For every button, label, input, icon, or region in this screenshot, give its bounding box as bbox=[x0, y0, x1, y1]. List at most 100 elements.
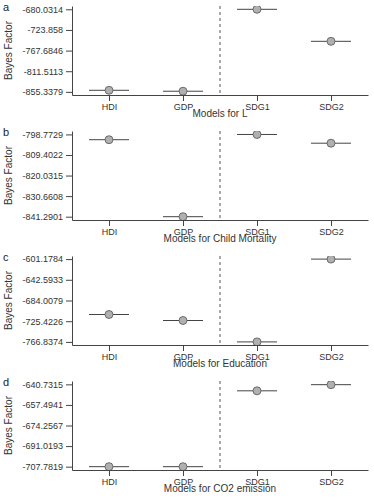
y-tick-mark bbox=[66, 92, 72, 93]
y-tick: -723.858 bbox=[27, 25, 72, 35]
x-tick-label: SDG2 bbox=[319, 227, 344, 237]
figure: -855.3379-811.5113-767.6846-723.858-680.… bbox=[0, 0, 374, 500]
x-axis-line bbox=[73, 95, 369, 96]
y-tick: -680.0314 bbox=[22, 5, 72, 15]
x-tick-mark bbox=[183, 95, 184, 101]
y-tick: -707.7819 bbox=[22, 462, 72, 472]
y-tick-label: -811.5113 bbox=[24, 67, 63, 77]
x-axis-line bbox=[73, 470, 369, 471]
point bbox=[105, 86, 113, 94]
x-tick-mark bbox=[257, 220, 258, 226]
panel: -766.8374 -725.4226 -684.0079 -642.5933 -601… bbox=[3, 251, 369, 369]
point bbox=[253, 6, 261, 13]
panel-label: c bbox=[3, 251, 9, 263]
y-tick-label: -723.858 bbox=[27, 25, 63, 35]
y-tick-mark bbox=[66, 405, 72, 406]
point bbox=[253, 338, 261, 345]
x-tick-mark bbox=[331, 345, 332, 351]
point bbox=[105, 463, 113, 470]
y-tick: -820.0315 bbox=[22, 171, 72, 181]
x-tick-label: SDG2 bbox=[319, 352, 344, 362]
y-tick: -841.2901 bbox=[22, 212, 72, 222]
y-tick-label: -601.1784 bbox=[22, 254, 63, 264]
y-tick: -725.4226 bbox=[22, 317, 72, 327]
point bbox=[105, 311, 113, 319]
y-axis-title: Bayes Factor bbox=[3, 270, 14, 330]
y-tick-label: -684.0079 bbox=[22, 296, 63, 306]
panel-label: b bbox=[3, 126, 9, 138]
y-tick-label: -642.5933 bbox=[22, 275, 63, 285]
panel: -841.2901 -830.6608 -820.0315 -809.4022 -798… bbox=[3, 126, 369, 244]
y-tick-mark bbox=[66, 301, 72, 302]
y-tick-mark bbox=[66, 426, 72, 427]
y-tick-label: -798.7729 bbox=[22, 130, 63, 140]
x-tick-mark bbox=[183, 345, 184, 351]
x-tick-label: HDI bbox=[102, 227, 118, 237]
x-tick-mark bbox=[183, 470, 184, 476]
x-axis-title: Models for Education bbox=[173, 358, 267, 369]
x-tick-mark bbox=[331, 220, 332, 226]
y-tick-mark bbox=[66, 321, 72, 322]
separator bbox=[220, 6, 221, 95]
x-tick-label: HDI bbox=[102, 352, 118, 362]
y-tick-mark bbox=[66, 446, 72, 447]
x-tick-label: SDG2 bbox=[319, 102, 344, 112]
x-tick-label: HDI bbox=[102, 102, 118, 112]
x-tick-mark bbox=[257, 470, 258, 476]
panel-label: d bbox=[3, 376, 9, 388]
x-axis-title: Models for CO2 emission bbox=[164, 483, 276, 494]
y-tick-mark bbox=[66, 280, 72, 281]
x-tick-mark bbox=[183, 220, 184, 226]
point bbox=[179, 87, 187, 95]
x-axis-title: Models for Child Mortality bbox=[164, 233, 277, 244]
y-tick-mark bbox=[66, 467, 72, 468]
y-tick-label: -766.8374 bbox=[22, 337, 63, 347]
x-tick-mark bbox=[109, 95, 110, 101]
y-tick-mark bbox=[66, 176, 72, 177]
x-tick-label: HDI bbox=[102, 477, 118, 487]
x-axis-line bbox=[73, 220, 369, 221]
y-tick: -798.7729 bbox=[22, 130, 72, 140]
y-axis: -841.2901 -830.6608 -820.0315 -809.4022 -798… bbox=[22, 130, 72, 222]
x-tick: HDI bbox=[102, 470, 118, 487]
y-axis-line bbox=[72, 132, 73, 221]
point bbox=[179, 463, 187, 470]
y-tick-label: -640.7315 bbox=[22, 380, 63, 390]
y-axis-line bbox=[72, 382, 73, 471]
y-tick-mark bbox=[66, 71, 72, 72]
x-tick-mark bbox=[331, 95, 332, 101]
panel: -707.7819 -691.0193 -674.2567 -657.4941 -640… bbox=[3, 376, 369, 494]
y-axis: -766.8374 -725.4226 -684.0079 -642.5933 -601… bbox=[22, 254, 72, 347]
point bbox=[253, 131, 261, 138]
y-tick: -684.0079 bbox=[22, 296, 72, 306]
x-tick: HDI bbox=[102, 95, 118, 112]
x-tick: SDG2 bbox=[319, 95, 344, 112]
x-tick-mark bbox=[109, 220, 110, 226]
point bbox=[179, 317, 187, 325]
point bbox=[327, 139, 335, 147]
y-tick-label: -809.4022 bbox=[22, 150, 63, 160]
x-tick-label: SDG1 bbox=[245, 102, 270, 112]
y-tick-label: -820.0315 bbox=[22, 171, 63, 181]
point bbox=[179, 213, 187, 220]
y-tick: -642.5933 bbox=[22, 275, 72, 285]
x-tick: SDG2 bbox=[319, 220, 344, 237]
y-tick: -674.2567 bbox=[22, 421, 72, 431]
y-tick: -691.0193 bbox=[22, 441, 72, 451]
y-tick-mark bbox=[66, 30, 72, 31]
point bbox=[327, 256, 335, 263]
y-tick: -657.4941 bbox=[22, 400, 72, 410]
y-tick-label: -674.2567 bbox=[22, 421, 63, 431]
y-axis-title: Bayes Factor bbox=[3, 395, 14, 455]
y-tick-mark bbox=[66, 342, 72, 343]
y-tick: -601.1784 bbox=[22, 254, 72, 264]
point bbox=[327, 381, 335, 389]
y-tick-mark bbox=[66, 9, 72, 10]
x-tick: GDP bbox=[174, 95, 194, 112]
x-tick: SDG1 bbox=[245, 95, 270, 112]
y-tick-label: -725.4226 bbox=[22, 317, 63, 327]
y-tick-mark bbox=[66, 51, 72, 52]
y-tick: -809.4022 bbox=[22, 150, 72, 160]
y-tick-label: -680.0314 bbox=[22, 5, 63, 15]
y-tick: -830.6608 bbox=[22, 192, 72, 202]
